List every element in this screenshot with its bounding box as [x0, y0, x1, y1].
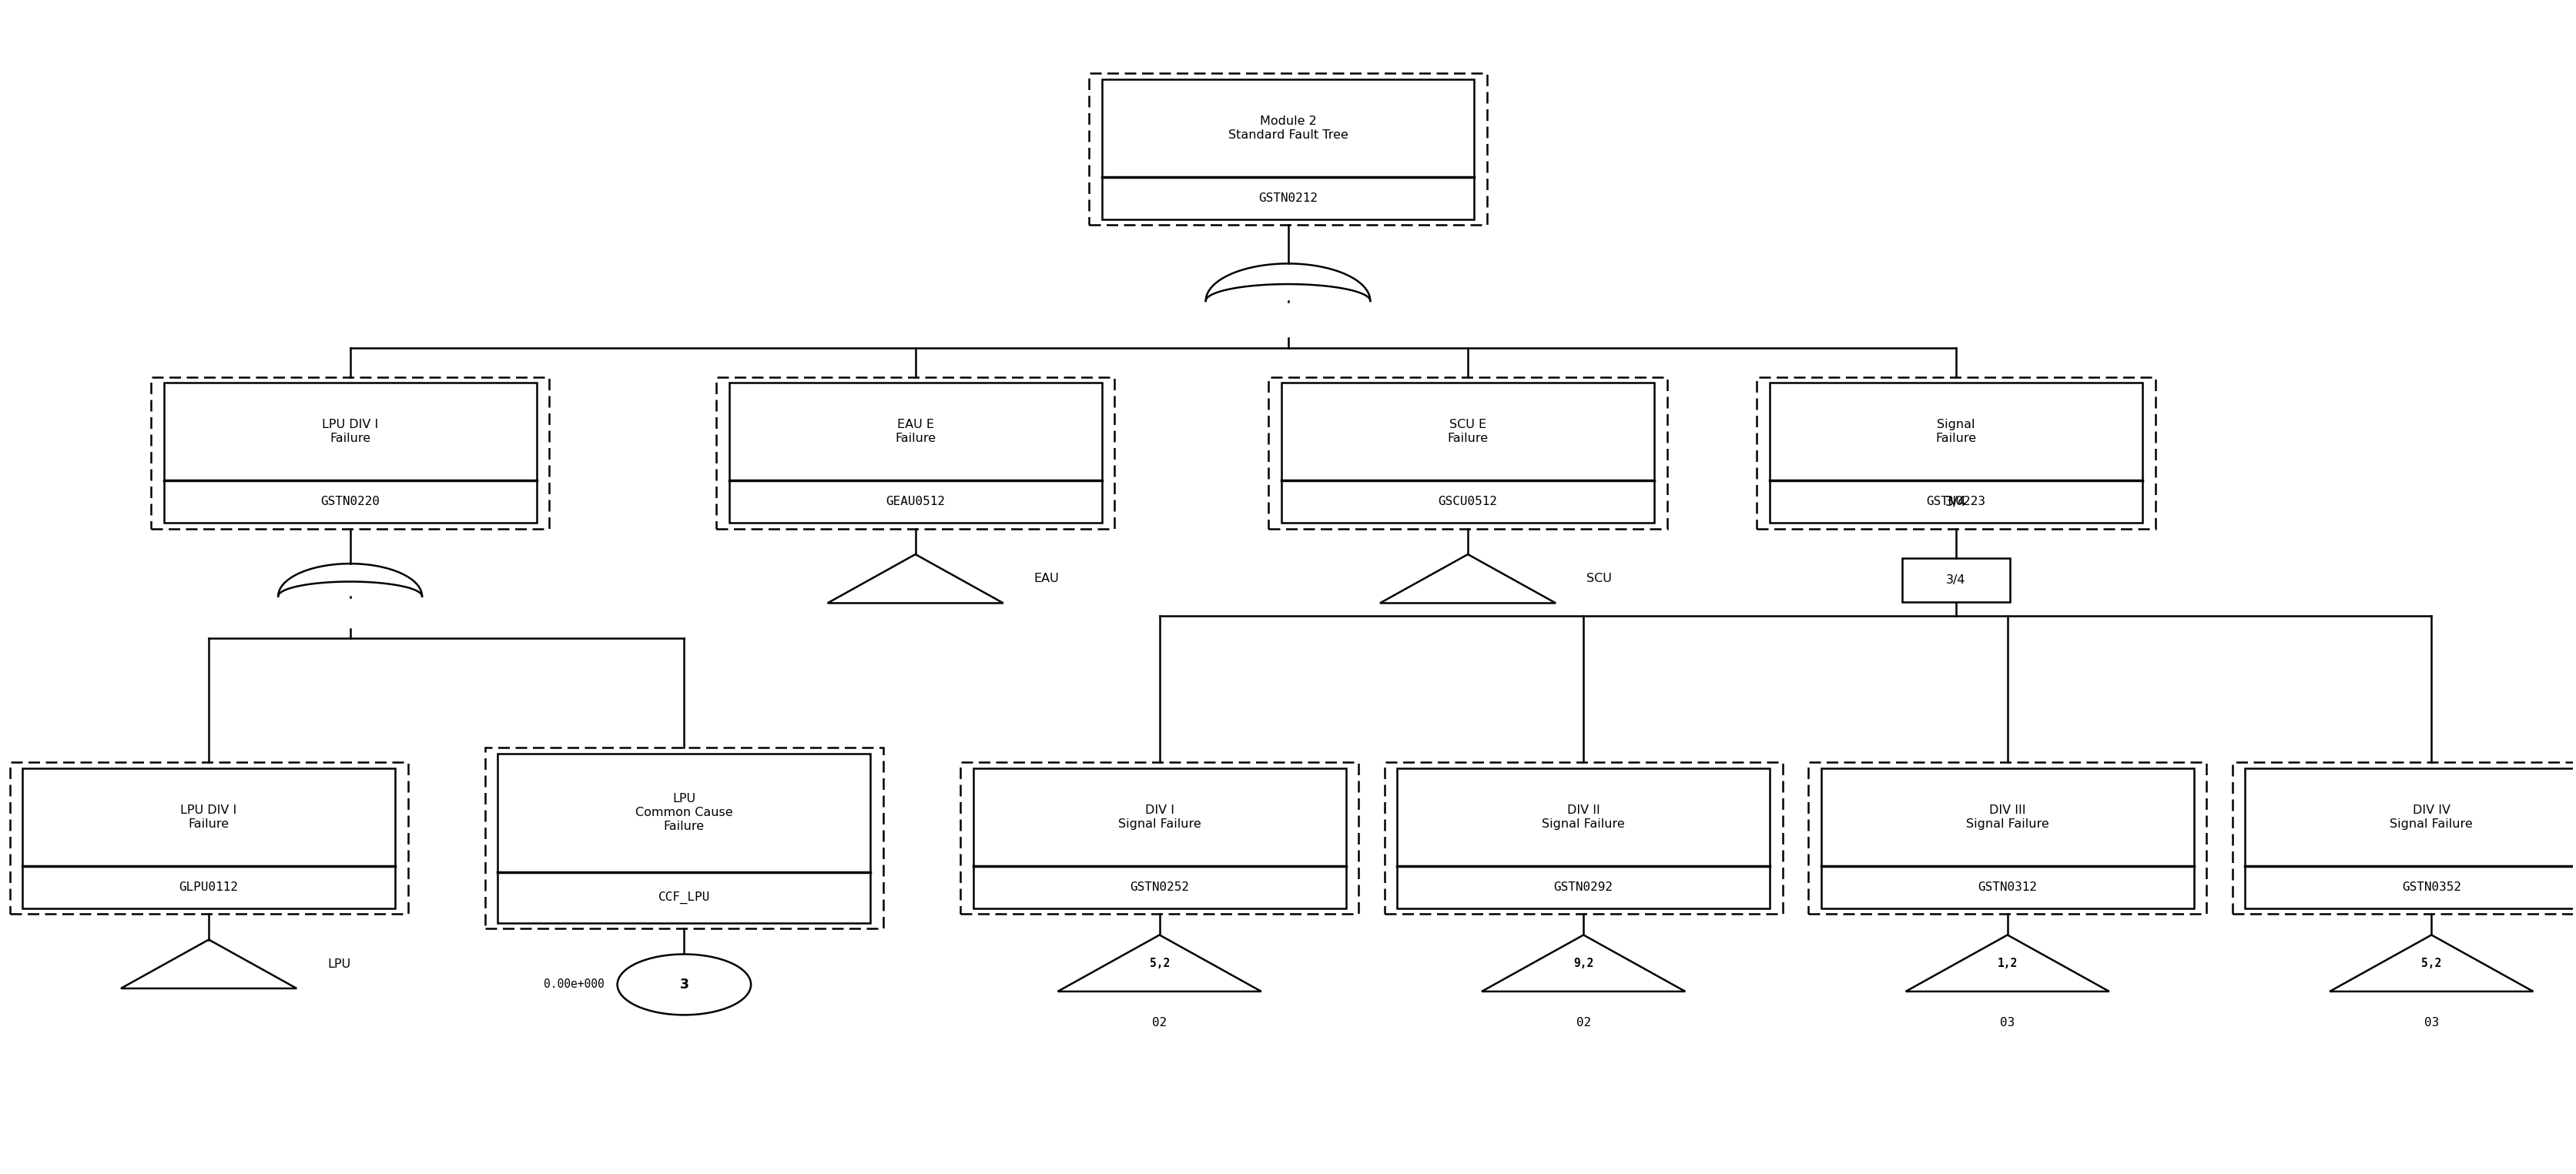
Text: 02: 02	[1151, 1017, 1167, 1028]
Text: 1,2: 1,2	[1996, 958, 2017, 969]
Text: 0.00e+000: 0.00e+000	[544, 979, 605, 991]
Polygon shape	[1283, 383, 1654, 522]
Text: LPU
Common Cause
Failure: LPU Common Cause Failure	[636, 792, 734, 832]
Text: CCF_LPU: CCF_LPU	[659, 891, 711, 904]
Polygon shape	[165, 383, 536, 522]
Polygon shape	[974, 768, 1345, 908]
Polygon shape	[2246, 768, 2576, 908]
Text: 03: 03	[2424, 1017, 2439, 1028]
Polygon shape	[1059, 935, 1262, 992]
Text: LPU: LPU	[327, 958, 350, 970]
Text: EAU: EAU	[1033, 573, 1059, 585]
Text: 03: 03	[1999, 1017, 2014, 1028]
Text: 3: 3	[680, 978, 688, 992]
Text: GLPU0112: GLPU0112	[180, 882, 240, 893]
Text: Module 2
Standard Fault Tree: Module 2 Standard Fault Tree	[1229, 115, 1347, 141]
Text: LPU DIV I
Failure: LPU DIV I Failure	[322, 419, 379, 445]
Text: Signal
Failure: Signal Failure	[1935, 419, 1976, 445]
Text: LPU DIV I
Failure: LPU DIV I Failure	[180, 804, 237, 830]
Text: 5,2: 5,2	[2421, 958, 2442, 969]
Text: GSTN0220: GSTN0220	[319, 495, 379, 507]
Text: GSTN0312: GSTN0312	[1978, 882, 2038, 893]
Polygon shape	[23, 768, 394, 908]
Text: 3/4: 3/4	[1945, 494, 1968, 508]
Polygon shape	[1396, 768, 1770, 908]
Text: DIV III
Signal Failure: DIV III Signal Failure	[1965, 804, 2048, 830]
Text: SCU E
Failure: SCU E Failure	[1448, 419, 1489, 445]
Text: 9,2: 9,2	[1574, 958, 1595, 969]
Text: 5,2: 5,2	[1149, 958, 1170, 969]
Text: GSTN0352: GSTN0352	[2401, 882, 2460, 893]
Text: GEAU0512: GEAU0512	[886, 495, 945, 507]
Text: GSTN0223: GSTN0223	[1927, 495, 1986, 507]
Polygon shape	[2329, 935, 2532, 992]
Text: 3/4: 3/4	[1947, 574, 1965, 586]
Polygon shape	[1770, 383, 2143, 522]
Text: GSTN0292: GSTN0292	[1553, 882, 1613, 893]
Text: DIV IV
Signal Failure: DIV IV Signal Failure	[2391, 804, 2473, 830]
Text: 02: 02	[1577, 1017, 1592, 1028]
Polygon shape	[1906, 935, 2110, 992]
Text: GSTN0212: GSTN0212	[1257, 193, 1319, 204]
Text: DIV I
Signal Failure: DIV I Signal Failure	[1118, 804, 1200, 830]
Polygon shape	[1103, 79, 1473, 220]
Circle shape	[618, 954, 752, 1014]
Polygon shape	[1821, 768, 2195, 908]
Text: EAU E
Failure: EAU E Failure	[894, 419, 935, 445]
Text: GSTN0252: GSTN0252	[1131, 882, 1190, 893]
Polygon shape	[1481, 935, 1685, 992]
Polygon shape	[1901, 558, 2009, 602]
Polygon shape	[729, 383, 1103, 522]
Polygon shape	[278, 564, 422, 596]
Polygon shape	[121, 939, 296, 989]
Polygon shape	[1206, 264, 1370, 301]
Polygon shape	[497, 754, 871, 923]
Text: GSCU0512: GSCU0512	[1437, 495, 1497, 507]
Polygon shape	[1381, 554, 1556, 603]
Text: DIV II
Signal Failure: DIV II Signal Failure	[1543, 804, 1625, 830]
Text: SCU: SCU	[1587, 573, 1613, 585]
Polygon shape	[827, 554, 1002, 603]
